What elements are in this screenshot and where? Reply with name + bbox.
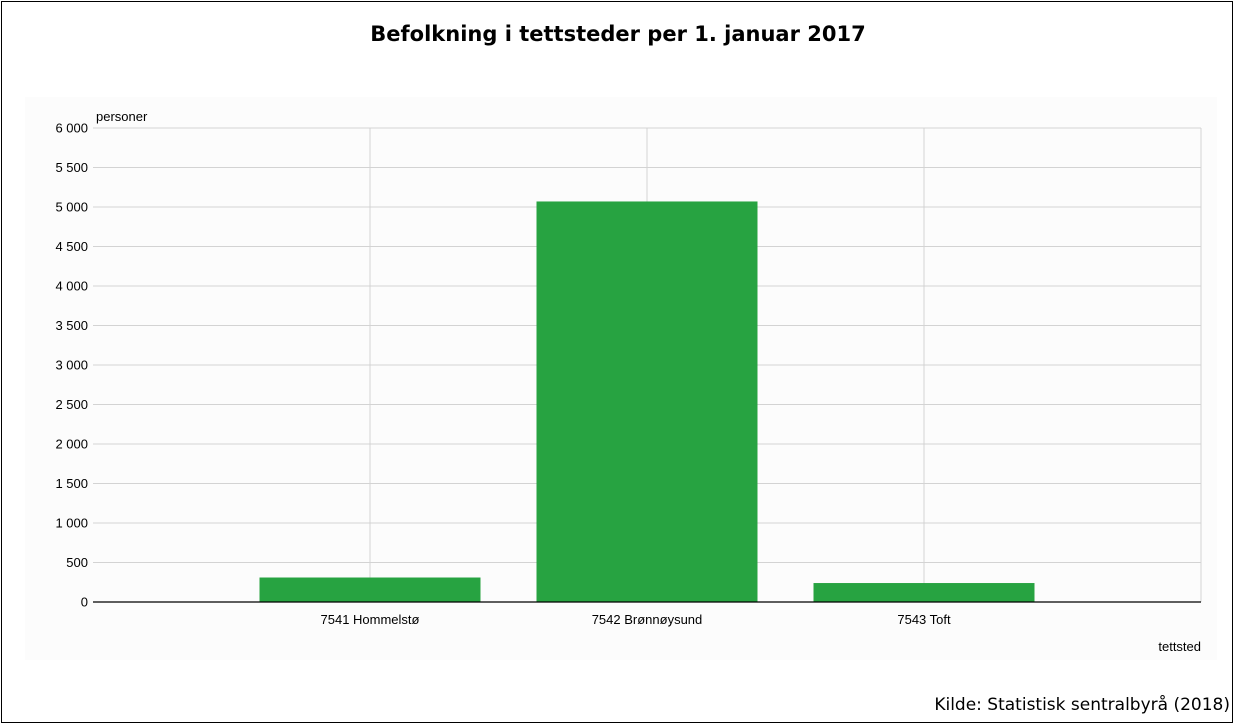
bar [536,201,758,602]
y-tick-label: 3 000 [55,358,88,373]
x-tick-label: 7543 Toft [897,612,951,627]
bars [259,201,1035,602]
source-note: Kilde: Statistisk sentralbyrå (2018) [934,695,1230,715]
x-tick-labels: 7541 Hommelstø 7542 Brønnøysund 7543 Toft [321,612,951,627]
y-tick-labels: 0 500 1 000 1 500 2 000 2 500 3 000 3 500 4 000 4… [55,121,88,610]
bar [813,583,1035,602]
y-tick-label: 6 000 [55,121,88,136]
y-tick-label: 5 500 [55,160,88,175]
y-tick-label: 2 000 [55,437,88,452]
y-axis-label: personer [96,109,148,124]
y-tick-label: 1 000 [55,516,88,531]
y-tick-label: 5 000 [55,200,88,215]
x-tick-label: 7542 Brønnøysund [592,612,703,627]
bar [259,577,481,602]
y-tick-label: 4 500 [55,239,88,254]
y-tick-label: 3 500 [55,318,88,333]
chart-title: Befolkning i tettsteder per 1. januar 20… [370,22,866,46]
x-axis-label: tettsted [1158,639,1201,654]
y-tick-label: 500 [66,555,88,570]
x-tick-label: 7541 Hommelstø [321,612,420,627]
y-tick-label: 1 500 [55,476,88,491]
y-tick-label: 0 [81,595,88,610]
y-tick-label: 4 000 [55,279,88,294]
y-tick-label: 2 500 [55,397,88,412]
